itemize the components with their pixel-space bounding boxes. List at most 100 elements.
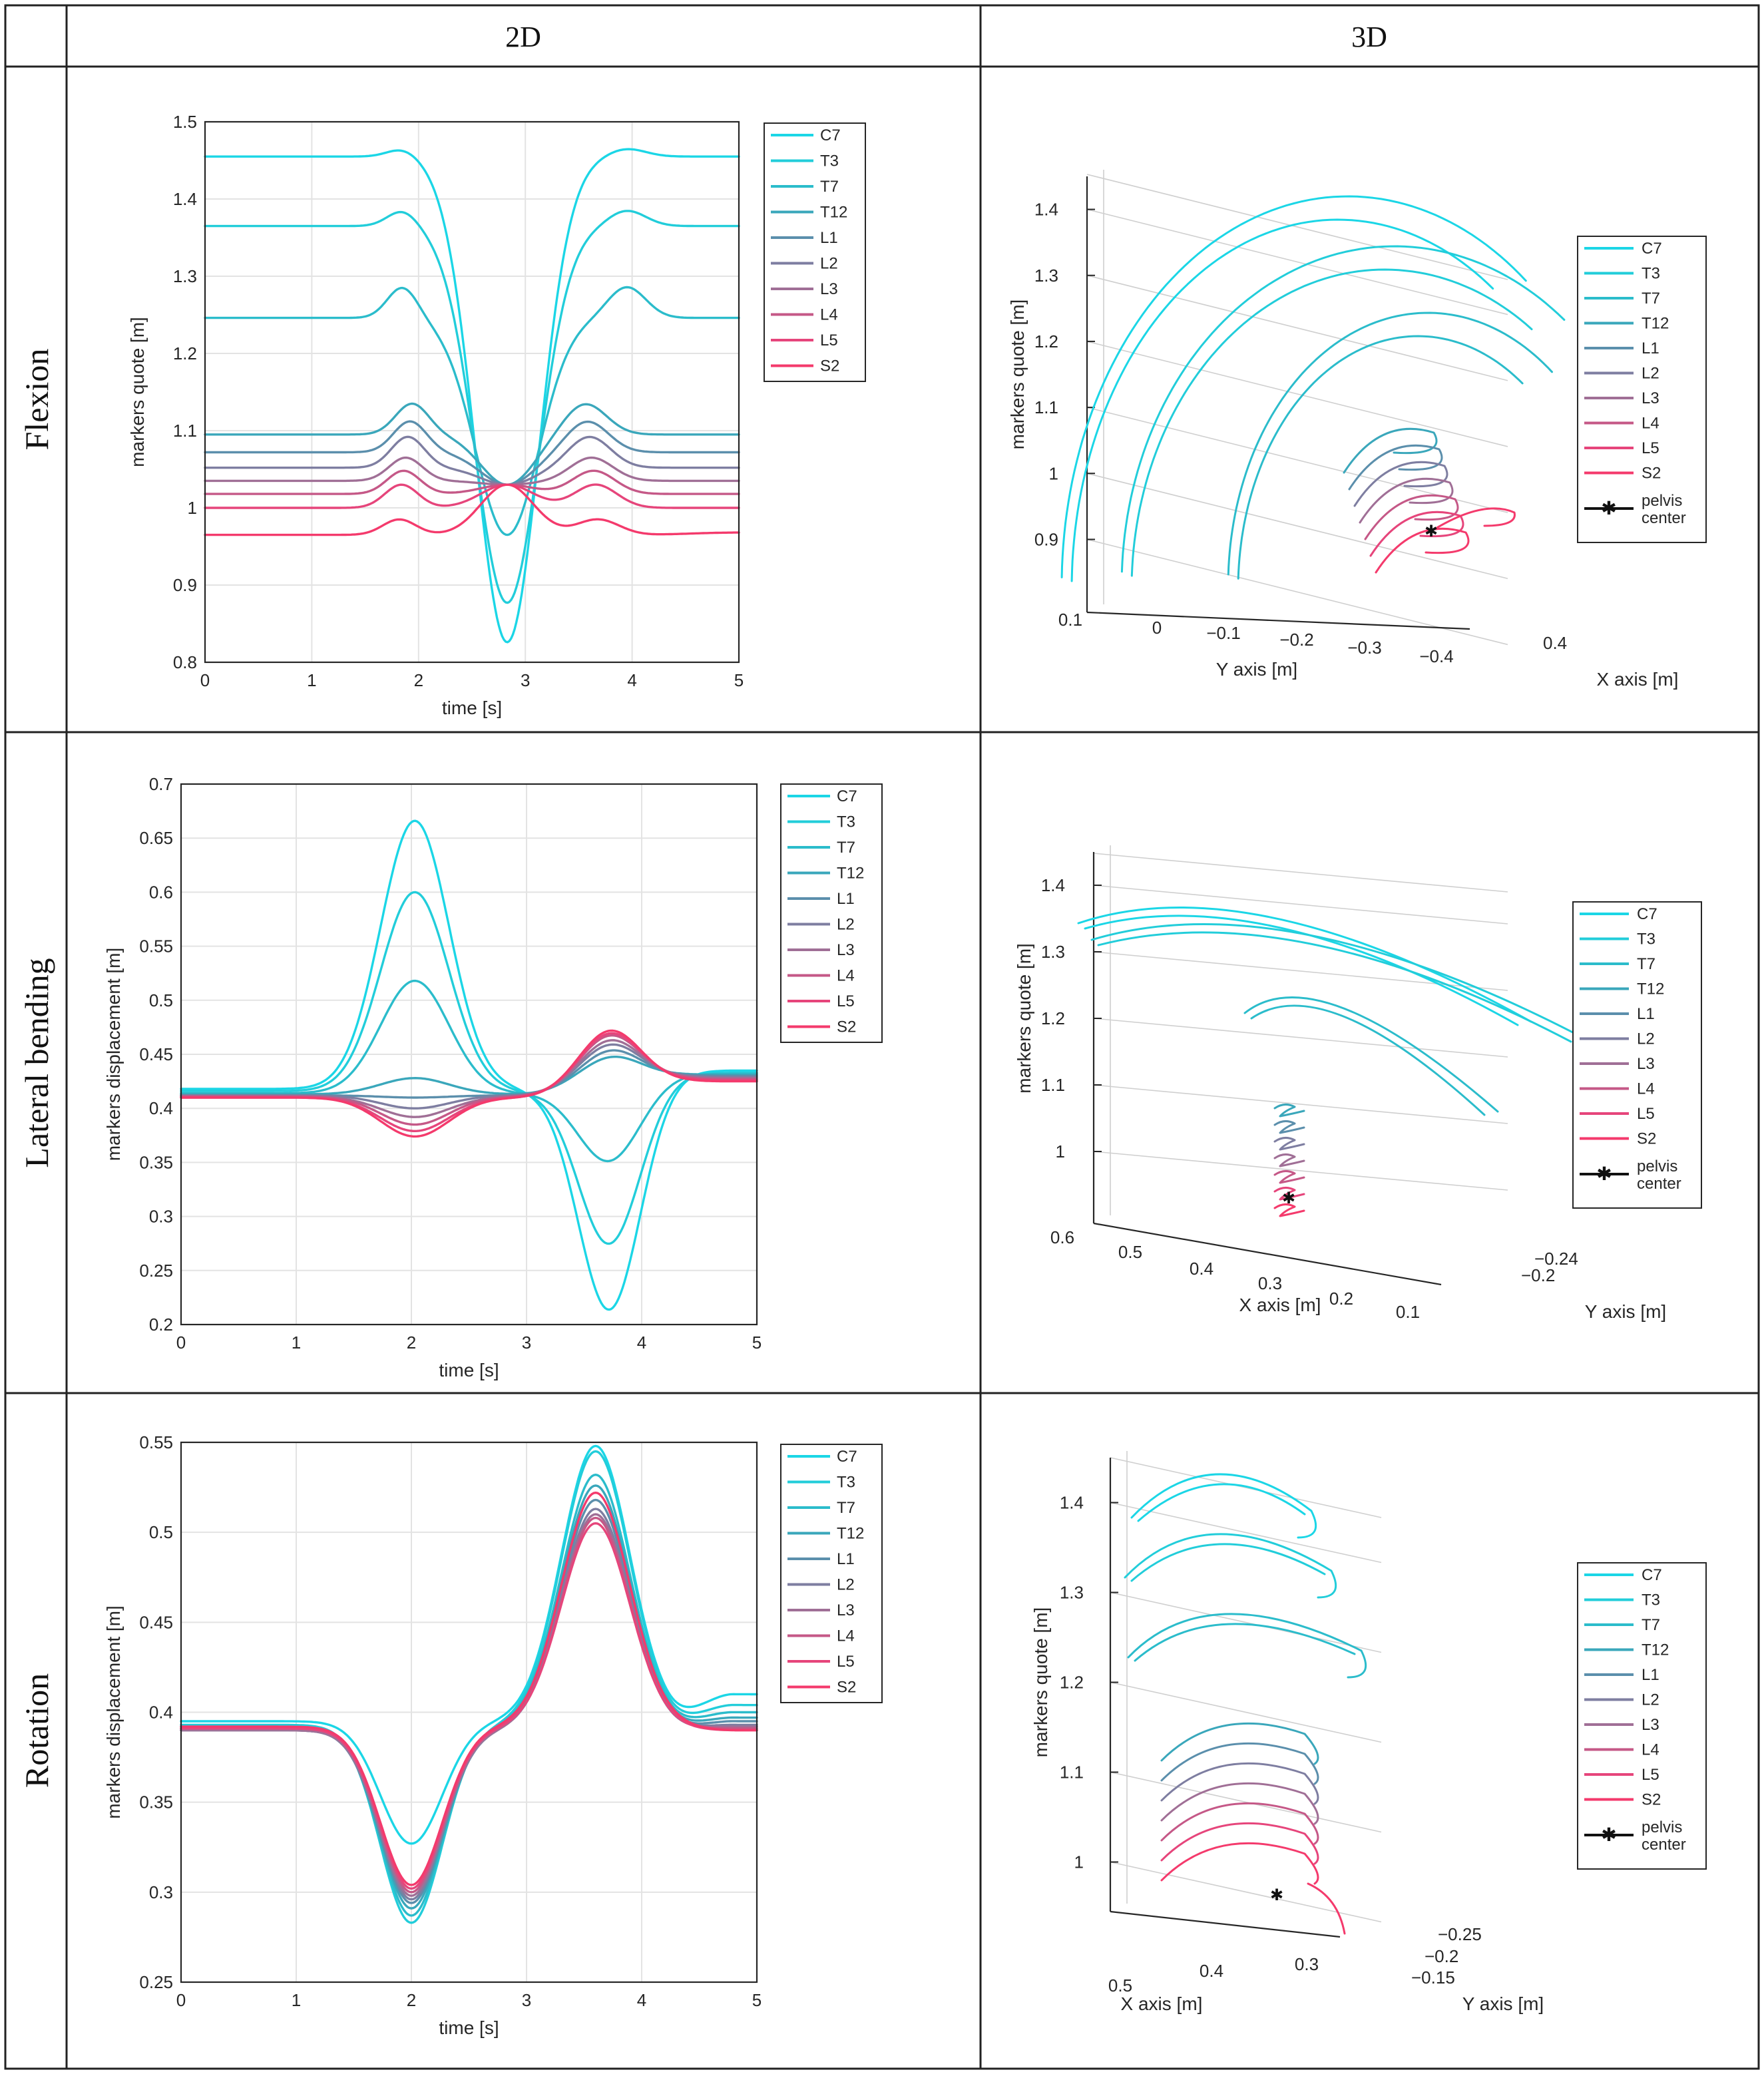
legend-label-S2: S2 [1642, 1791, 1661, 1809]
legend: C7 T3 T7 T12 L1 L2 L3 L4 L5 S2 [780, 1444, 883, 1703]
trajectory-T7 [1227, 311, 1553, 576]
x-tick-label: 0.4 [1200, 1961, 1223, 1981]
trajectory-T7 [1127, 1613, 1367, 1679]
z-tick-label: 1.2 [1034, 331, 1058, 351]
trajectory-T7-return [1134, 1623, 1356, 1662]
series-line-S2 [180, 1029, 758, 1138]
trajectory-C7-return [1084, 915, 1519, 1026]
series-line-T3 [204, 210, 740, 604]
trajectory-T3-return [1130, 268, 1533, 577]
z-tick-label: 1.1 [1060, 1763, 1084, 1782]
x-axis-label: Y axis [m] [1216, 659, 1297, 680]
z-tick-label: 1.4 [1034, 200, 1058, 220]
z-gridline [1093, 1084, 1508, 1124]
trajectory-T12 [1273, 1104, 1305, 1118]
legend-label-T7: T7 [820, 178, 839, 196]
series-line-C7 [180, 819, 758, 1311]
x-tick-label: 0.2 [1329, 1289, 1353, 1309]
legend-label-L4: L4 [820, 306, 838, 324]
series-line-C7 [180, 1444, 758, 1845]
z-gridline [1086, 473, 1508, 580]
trajectory-S2-tail [1433, 507, 1516, 530]
legend-label-C7: C7 [1642, 240, 1662, 258]
legend-label-L2: L2 [1642, 365, 1659, 383]
series-line-C7 [204, 148, 740, 644]
y-tick-label: 0.45 [139, 1612, 173, 1632]
trajectory-L1 [1348, 444, 1443, 491]
y-axis-label: Y axis [m] [1585, 1301, 1666, 1322]
y-tick-label: 0.8 [173, 652, 197, 672]
legend-label-L5: L5 [1637, 1105, 1655, 1123]
chart-3d-0: 0.9 1 1.1 1.2 1.3 1.4 0.1 0 −0.1 −0.2 −0.3 −0.4 0.4 Y… [1007, 170, 1707, 690]
z-tick-label: 1.4 [1041, 875, 1065, 895]
x-tick-label: 5 [752, 1333, 762, 1352]
trajectory-C7 [1060, 195, 1527, 578]
depth-tick-label: −0.2 [1521, 1265, 1555, 1285]
row-label-flexion: Flexion [18, 349, 55, 451]
z-tick-label: 1.4 [1060, 1493, 1084, 1513]
legend-label-T7: T7 [837, 839, 855, 857]
pelvis-star-icon: ✱ [1596, 1163, 1612, 1184]
z-gridline [1110, 1771, 1382, 1833]
legend-label-T12: T12 [1642, 1641, 1669, 1659]
x-tick-label: 2 [414, 670, 423, 690]
x-tick-label: −0.1 [1206, 623, 1240, 643]
trajectory-T12 [1160, 1723, 1319, 1765]
x-tick-label: 0.6 [1050, 1227, 1074, 1247]
legend-label-S2: S2 [1637, 1130, 1656, 1148]
legend: C7 T3 T7 T12 L1 L2 L3 L4 L5 S2 [780, 783, 883, 1043]
x-axis-label: time [s] [442, 698, 502, 718]
legend-label-L3: L3 [837, 1601, 855, 1619]
trajectory-T7-return [1237, 335, 1524, 580]
trajectory-L2 [1273, 1137, 1305, 1151]
series-line-L3 [204, 456, 740, 486]
x-tick-label: 1 [292, 1333, 301, 1352]
y-tick-label: 0.6 [149, 882, 173, 902]
series-line-T3 [180, 1450, 758, 1924]
x-tick-label: −0.2 [1279, 630, 1313, 650]
legend-label-C7: C7 [1637, 905, 1657, 923]
y-tick-label: 0.25 [139, 1972, 173, 1992]
trajectory-C7-return [1070, 218, 1494, 582]
legend-label-T12: T12 [820, 204, 847, 222]
y-tick-label: 0.2 [149, 1315, 173, 1335]
series-line-T12 [204, 402, 740, 486]
legend-label-L1: L1 [1642, 339, 1659, 357]
y-tick-label: 0.4 [149, 1703, 173, 1723]
z-tick-label: 1.3 [1060, 1583, 1084, 1603]
y-tick-label: 0.3 [149, 1207, 173, 1227]
header-3d: 3D [1351, 21, 1387, 53]
legend-label-center: center [1637, 1175, 1681, 1193]
legend-label-pelvis: pelvis [1642, 1818, 1682, 1836]
depth-tick-label: 0.4 [1543, 633, 1567, 653]
depth-tick-label: −0.25 [1438, 1924, 1482, 1944]
trajectory-L5 [1160, 1822, 1319, 1865]
x-tick-label: 0.3 [1295, 1954, 1319, 1974]
legend-label-L2: L2 [837, 916, 855, 934]
chart-3d-1: 1 1.1 1.2 1.3 1.4 0.6 0.5 0.4 0.3 0.2 0.1 −0.24−0.2… [1014, 845, 1702, 1322]
legend-label-L2: L2 [1637, 1030, 1655, 1048]
y-tick-label: 0.9 [173, 575, 197, 595]
row-label-rotation: Rotation [18, 1673, 55, 1788]
y-tick-label: 1.4 [173, 189, 197, 209]
y-tick-label: 0.5 [149, 990, 173, 1010]
series-line-L4 [204, 469, 740, 495]
legend-label-L2: L2 [1642, 1691, 1659, 1709]
x-tick-label: 0.5 [1108, 1975, 1132, 1995]
z-axis-label: markers quote [m] [1007, 300, 1028, 450]
depth-tick-label: −0.24 [1534, 1249, 1578, 1269]
z-gridline [1086, 274, 1508, 381]
trajectory-S2 [1273, 1203, 1305, 1217]
axes-box [180, 783, 758, 1326]
z-gridline [1110, 1591, 1382, 1653]
legend-label-L5: L5 [820, 331, 838, 349]
legend-label-center: center [1642, 1836, 1686, 1854]
trajectory-C7 [1077, 907, 1532, 1023]
header-2d: 2D [505, 21, 541, 53]
z-tick-label: 1 [1056, 1141, 1065, 1161]
trajectory-C7 [1130, 1473, 1317, 1539]
legend-label-L3: L3 [820, 280, 838, 298]
y-tick-label: 1.1 [173, 421, 197, 441]
